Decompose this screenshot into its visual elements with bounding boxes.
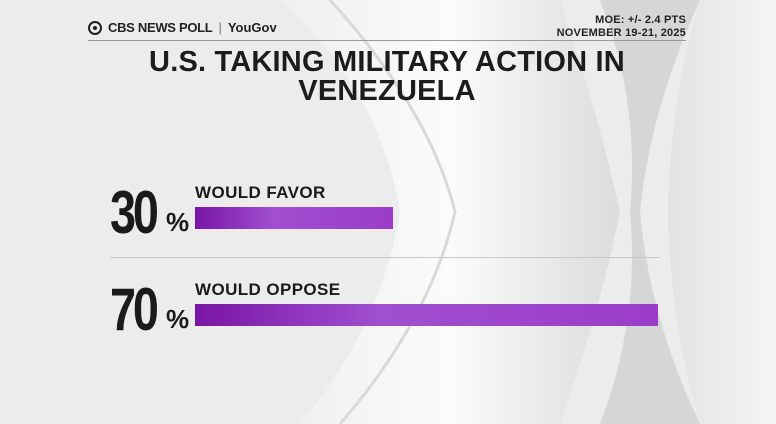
value-label-oppose: 70: [110, 276, 159, 343]
brand-name: CBS NEWS POLL: [108, 20, 213, 35]
poll-dates: NOVEMBER 19-21, 2025: [556, 27, 686, 39]
percent-sign-favor: %: [166, 207, 190, 237]
percent-sign-oppose: %: [166, 304, 190, 334]
cbs-eye-icon: [88, 20, 102, 35]
chart-title: U.S. TAKING MILITARY ACTION IN VENEZUELA: [149, 46, 625, 107]
poll-meta: MOE: +/- 2.4 PTS NOVEMBER 19-21, 2025: [557, 14, 686, 40]
bar-favor: [195, 207, 393, 229]
bar-row-favor: 30 % WOULD FAVOR: [0, 183, 776, 253]
partner-name: YouGov: [227, 20, 277, 35]
margin-of-error: MOE: +/- 2.4 PTS: [595, 14, 686, 26]
category-label-oppose: WOULD OPPOSE: [195, 280, 341, 299]
brand-separator: |: [218, 20, 222, 35]
category-label-favor: WOULD FAVOR: [195, 183, 326, 202]
brand-logo: CBS NEWS POLL | YouGov: [88, 20, 277, 35]
bar-oppose: [195, 304, 658, 326]
row-divider: [110, 257, 660, 258]
header-rule: [88, 40, 686, 41]
value-label-favor: 30: [110, 179, 159, 246]
bar-row-oppose: 70 % WOULD OPPOSE: [0, 280, 776, 350]
